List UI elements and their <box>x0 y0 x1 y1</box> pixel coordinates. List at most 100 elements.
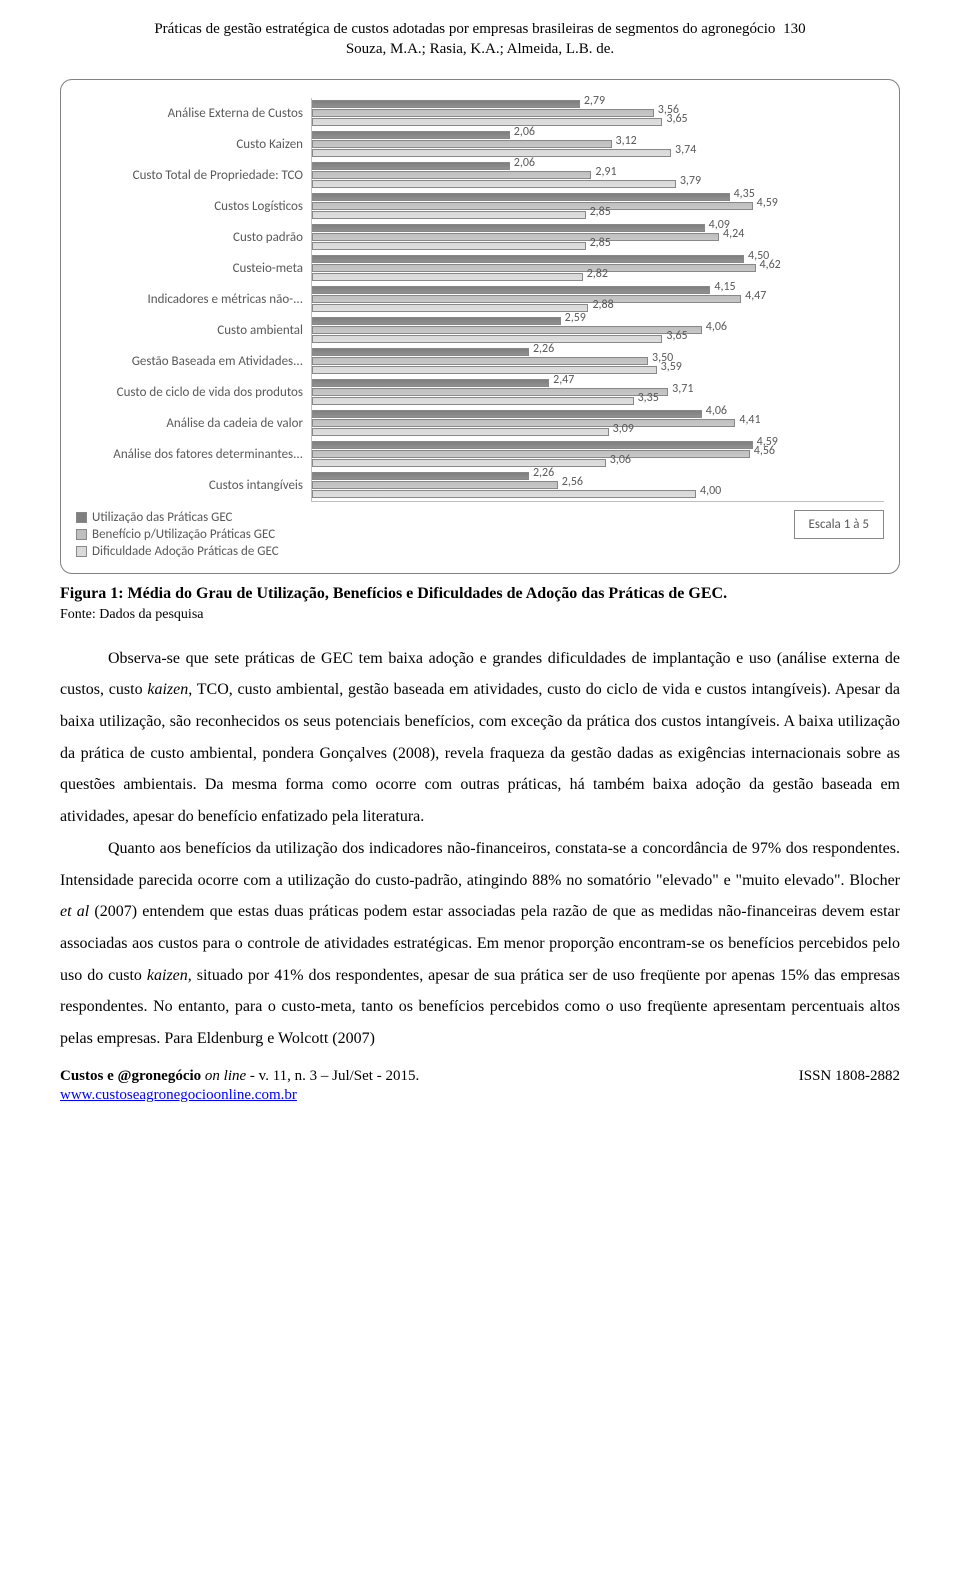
chart-bar-row: 2,263,503,59 <box>312 346 884 377</box>
chart-bar-value: 2,88 <box>588 298 613 312</box>
chart-bar <box>312 193 730 201</box>
page-number: 130 <box>783 21 806 37</box>
chart-bar-value: 3,06 <box>606 453 631 467</box>
chart-bar <box>312 388 668 396</box>
figure-source: Fonte: Dados da pesquisa <box>60 607 900 623</box>
chart-bar-value: 3,79 <box>676 174 701 188</box>
chart-bar-value: 3,12 <box>612 134 637 148</box>
chart-bar-value: 4,15 <box>710 280 735 294</box>
legend-item-utilizacao: Utilização das Práticas GEC <box>76 510 279 525</box>
body-text: Observa-se que sete práticas de GEC tem … <box>60 643 900 1055</box>
legend-item-beneficio: Benefício p/Utilização Práticas GEC <box>76 527 279 542</box>
chart-bar-value: 3,65 <box>662 329 687 343</box>
chart-bar <box>312 428 609 436</box>
chart-bar-row: 2,793,563,65 <box>312 98 884 129</box>
footer-journal-bold: Custos e @gronegócio <box>60 1068 201 1084</box>
chart-bar-row: 4,594,563,06 <box>312 439 884 470</box>
escala-box: Escala 1 à 5 <box>794 510 884 539</box>
chart-bar <box>312 211 586 219</box>
chart-bar-value: 2,26 <box>529 342 554 356</box>
chart-bar-value: 2,85 <box>586 236 611 250</box>
chart-bar-value: 3,74 <box>671 143 696 157</box>
chart-bar <box>312 357 648 365</box>
legend-swatch-beneficio <box>76 529 87 540</box>
chart-bar <box>312 264 756 272</box>
chart-bar <box>312 317 561 325</box>
chart-bar <box>312 233 719 241</box>
chart-bar-value: 4,47 <box>741 289 766 303</box>
legend-label-dificuldade: Dificuldade Adoção Práticas de GEC <box>92 544 279 559</box>
chart-bar <box>312 202 753 210</box>
chart-category-label: Custo ambiental <box>76 315 303 346</box>
chart-bar-row: 2,473,713,35 <box>312 377 884 408</box>
legend-swatch-dificuldade <box>76 546 87 557</box>
footer-journal-italic: on line <box>201 1068 246 1084</box>
chart-bar-row: 4,064,413,09 <box>312 408 884 439</box>
header-title: Práticas de gestão estratégica de custos… <box>154 21 775 37</box>
chart-bar-value: 3,71 <box>668 382 693 396</box>
chart-bar-value: 2,85 <box>586 205 611 219</box>
chart-bar-value: 2,06 <box>510 156 535 170</box>
chart-y-labels: Análise Externa de CustosCusto KaizenCus… <box>76 98 311 502</box>
chart-bar-value: 2,79 <box>580 94 605 108</box>
chart-bar-value: 3,59 <box>657 360 682 374</box>
chart-bar-value: 4,59 <box>753 196 778 210</box>
chart-category-label: Custeio-meta <box>76 253 303 284</box>
chart-bar-value: 4,41 <box>735 413 760 427</box>
chart-bar <box>312 419 735 427</box>
chart-bar <box>312 410 702 418</box>
chart-bar <box>312 131 510 139</box>
chart-bar <box>312 255 744 263</box>
chart-bar-value: 3,35 <box>634 391 659 405</box>
chart-bar-value: 4,62 <box>756 258 781 272</box>
footer-journal-suffix: - v. 11, n. 3 – Jul/Set - 2015. <box>246 1068 419 1084</box>
chart-bar-value: 2,06 <box>510 125 535 139</box>
chart-bar <box>312 335 662 343</box>
chart-category-label: Análise da cadeia de valor <box>76 408 303 439</box>
chart-bar <box>312 295 741 303</box>
chart-category-label: Custos Logísticos <box>76 191 303 222</box>
chart-bar <box>312 450 750 458</box>
chart-category-label: Análise dos fatores determinantes... <box>76 439 303 470</box>
header-authors: Souza, M.A.; Rasia, K.A.; Almeida, L.B. … <box>60 40 900 60</box>
page-footer: Custos e @gronegócio on line - v. 11, n.… <box>60 1067 900 1106</box>
chart-area: Análise Externa de CustosCusto KaizenCus… <box>76 98 884 502</box>
chart-bar-value: 2,26 <box>529 466 554 480</box>
chart-bar <box>312 162 510 170</box>
paragraph-2: Quanto aos benefícios da utilização dos … <box>60 833 900 1055</box>
chart-bar <box>312 286 710 294</box>
chart-bar-value: 4,56 <box>750 444 775 458</box>
chart-bar <box>312 140 612 148</box>
chart-bar <box>312 459 606 467</box>
legend-label-utilizacao: Utilização das Práticas GEC <box>92 510 233 525</box>
paragraph-1: Observa-se que sete práticas de GEC tem … <box>60 643 900 833</box>
chart-bar-row: 4,354,592,85 <box>312 191 884 222</box>
chart-bar-value: 2,59 <box>561 311 586 325</box>
footer-url[interactable]: www.custoseagronegocioonline.com.br <box>60 1087 297 1103</box>
chart-bar <box>312 180 676 188</box>
chart-container: Análise Externa de CustosCusto KaizenCus… <box>60 79 900 574</box>
legend-label-beneficio: Benefício p/Utilização Práticas GEC <box>92 527 275 542</box>
chart-bar-row: 4,504,622,82 <box>312 253 884 284</box>
chart-bar-value: 4,24 <box>719 227 744 241</box>
chart-bar <box>312 348 529 356</box>
chart-bar <box>312 109 654 117</box>
chart-bar <box>312 326 702 334</box>
figure-caption: Figura 1: Média do Grau de Utilização, B… <box>60 584 900 605</box>
legend-items: Utilização das Práticas GEC Benefício p/… <box>76 510 279 561</box>
chart-bar <box>312 273 583 281</box>
chart-bar-value: 4,35 <box>730 187 755 201</box>
chart-bar-row: 4,154,472,88 <box>312 284 884 315</box>
chart-bar-row: 4,094,242,85 <box>312 222 884 253</box>
chart-bar <box>312 171 591 179</box>
chart-bar-row: 2,063,123,74 <box>312 129 884 160</box>
footer-issn: ISSN 1808-2882 <box>799 1067 900 1087</box>
chart-bar-value: 2,91 <box>591 165 616 179</box>
chart-bar-row: 2,062,913,79 <box>312 160 884 191</box>
chart-bar-row: 2,262,564,00 <box>312 470 884 501</box>
chart-legend-section: Utilização das Práticas GEC Benefício p/… <box>76 510 884 561</box>
chart-bar <box>312 441 753 449</box>
chart-bar-value: 4,00 <box>696 484 721 498</box>
chart-bar <box>312 149 671 157</box>
chart-bar <box>312 304 588 312</box>
